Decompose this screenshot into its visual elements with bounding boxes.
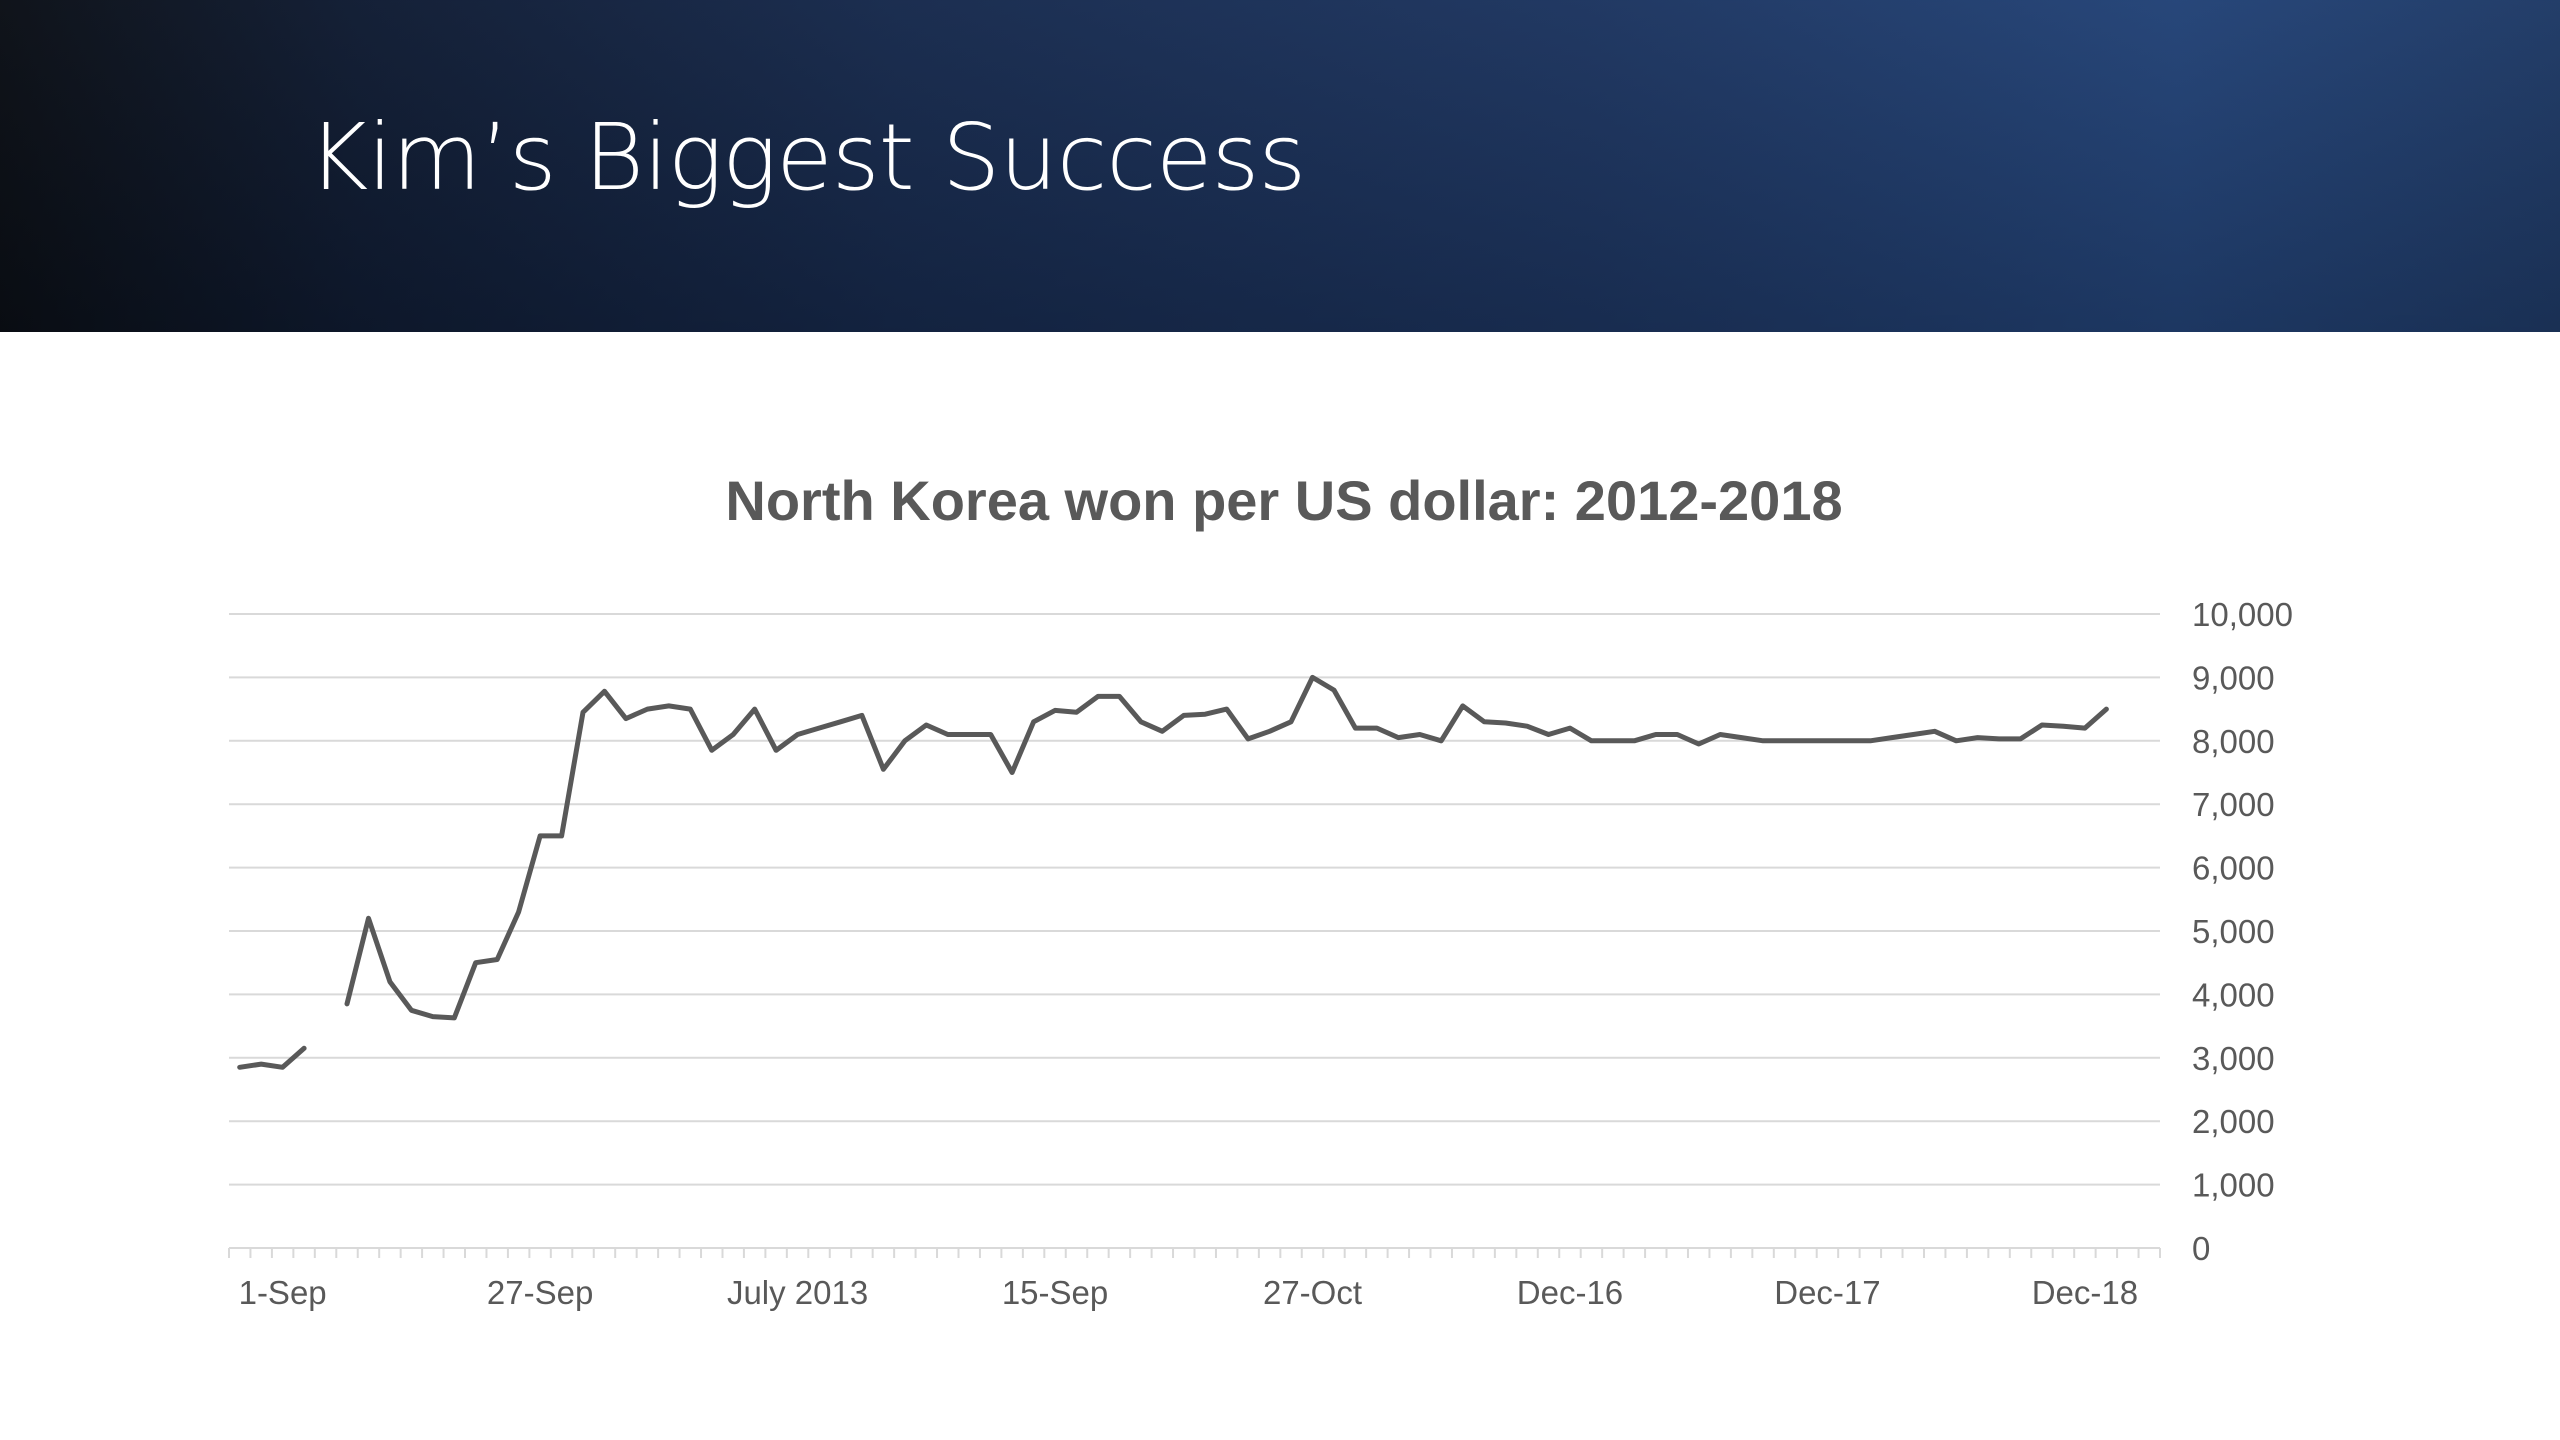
chart-title: North Korea won per US dollar: 2012-2018 [725,469,1842,532]
chart-area: North Korea won per US dollar: 2012-2018… [0,332,2560,1440]
x-axis-labels: 1-Sep 27-Sep July 2013 15-Sep 27-Oct Dec-16 De… [239,1274,2138,1311]
y-tick-label: 6,000 [2192,850,2275,887]
y-tick-label: 1,000 [2192,1167,2275,1204]
x-tick-label: 27-Sep [487,1274,593,1311]
x-tick-label: 15-Sep [1002,1274,1108,1311]
x-tick-label: July 2013 [727,1274,868,1311]
y-axis-labels: 0 1,000 2,000 3,000 4,000 5,000 6,000 7,000 8,00… [2192,596,2293,1267]
x-axis [228,1247,2161,1258]
y-tick-label: 2,000 [2192,1103,2275,1140]
y-tick-label: 9,000 [2192,659,2275,696]
line-chart: North Korea won per US dollar: 2012-2018… [228,469,2293,1311]
x-tick-label: Dec-18 [2032,1274,2138,1311]
x-tick-label: 1-Sep [239,1274,327,1311]
y-tick-label: 10,000 [2192,596,2293,633]
header-band: Kim’s Biggest Success [0,0,2560,332]
series-line [237,674,2109,1070]
x-tick-label: Dec-17 [1774,1274,1880,1311]
y-tick-label: 5,000 [2192,913,2275,950]
x-tick-label: Dec-16 [1517,1274,1623,1311]
slide-title: Kim’s Biggest Success [308,104,1306,211]
series-line-path [237,674,2109,1070]
y-tick-label: 4,000 [2192,976,2275,1013]
y-tick-label: 3,000 [2192,1040,2275,1077]
y-tick-label: 8,000 [2192,723,2275,760]
y-tick-label: 0 [2192,1230,2210,1267]
x-tick-label: 27-Oct [1263,1274,1362,1311]
y-tick-label: 7,000 [2192,786,2275,823]
gridlines [229,613,2160,1186]
